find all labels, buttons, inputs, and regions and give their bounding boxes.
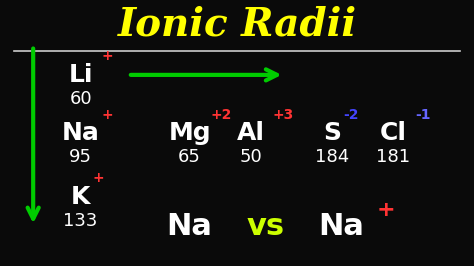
Text: 60: 60 (69, 90, 92, 108)
Text: +: + (92, 171, 104, 185)
Text: 50: 50 (240, 148, 263, 166)
Text: -2: -2 (344, 108, 359, 122)
Text: Ionic Radii: Ionic Radii (118, 6, 356, 43)
Text: Al: Al (237, 121, 265, 145)
Text: Na: Na (62, 121, 100, 145)
Text: +: + (102, 49, 114, 63)
Text: 65: 65 (178, 148, 201, 166)
Text: Na: Na (319, 212, 364, 241)
Text: S: S (323, 121, 341, 145)
Text: 181: 181 (376, 148, 410, 166)
Text: Mg: Mg (168, 121, 211, 145)
Text: vs: vs (246, 212, 284, 241)
Text: Na: Na (167, 212, 212, 241)
Text: K: K (71, 185, 90, 209)
Text: 133: 133 (64, 212, 98, 230)
Text: Cl: Cl (380, 121, 407, 145)
Text: +2: +2 (211, 108, 232, 122)
Text: 184: 184 (315, 148, 349, 166)
Text: -1: -1 (415, 108, 430, 122)
Text: Li: Li (68, 63, 93, 87)
Text: +3: +3 (273, 108, 294, 122)
Text: +: + (377, 200, 396, 220)
Text: +: + (102, 108, 114, 122)
Text: 95: 95 (69, 148, 92, 166)
